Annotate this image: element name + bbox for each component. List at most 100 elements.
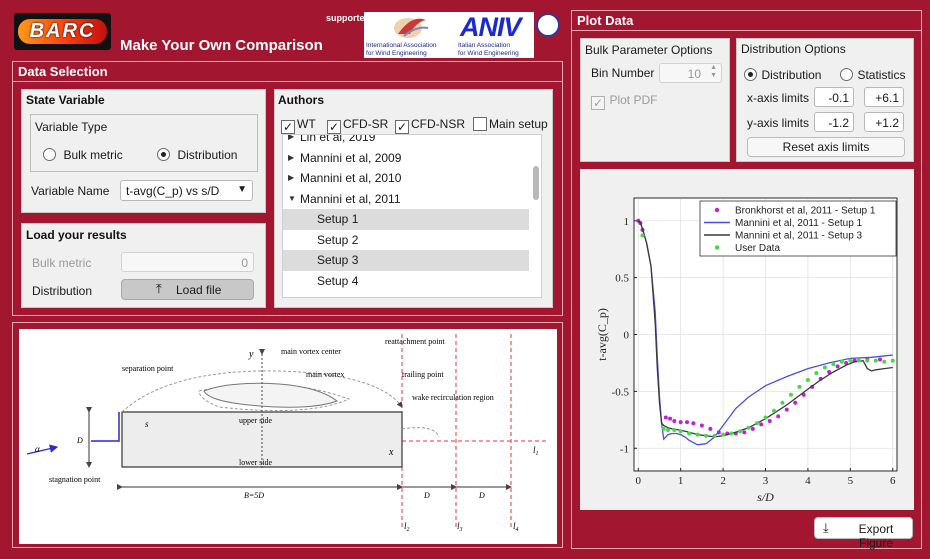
distribution-radio-plot[interactable]: Distribution — [744, 66, 821, 84]
reset-axis-limits-label: Reset axis limits — [782, 140, 870, 154]
tree-author-item[interactable]: ▶ Lin et al, 2019 — [283, 134, 529, 148]
series-point-0 — [668, 416, 673, 421]
distribution-radio-plot-button[interactable] — [744, 68, 757, 81]
tree-setup-item[interactable]: Setup 1 — [283, 209, 529, 230]
variable-name-dropdown[interactable]: t-avg(C_p) vs s/D ▼ — [120, 180, 253, 201]
series-point-0 — [691, 421, 696, 426]
bin-number-stepper[interactable]: 10 ▲ ▼ — [659, 63, 722, 83]
author-filter-cfd-sr[interactable]: ✓ CFD-SR — [327, 115, 388, 134]
plot-pdf-checkbox[interactable]: ✓ Plot PDF — [591, 91, 657, 110]
bin-number-value: 10 — [687, 67, 701, 81]
checkbox-box[interactable] — [473, 117, 487, 131]
author-filter-wt[interactable]: ✓ WT — [281, 115, 316, 134]
series-point-3 — [839, 359, 844, 364]
series-point-3 — [640, 233, 645, 238]
expanded-triangle-icon[interactable]: ▼ — [288, 193, 296, 203]
tree-setup-item[interactable]: Setup 2 — [283, 230, 529, 251]
upload-icon: ⤒ — [156, 281, 162, 296]
series-point-3 — [848, 358, 853, 363]
distribution-options-title: Distribution Options — [741, 42, 846, 56]
export-figure-button[interactable]: ⤓ Export Figure — [814, 517, 913, 550]
series-point-0 — [672, 418, 677, 423]
bulk-metric-input[interactable]: 0 — [121, 252, 254, 272]
x-min-input[interactable]: -0.1 — [814, 87, 854, 107]
collapsed-triangle-icon[interactable]: ▶ — [288, 152, 295, 162]
bulk-metric-radio[interactable]: Bulk metric — [43, 146, 123, 164]
y-max-input[interactable]: +1.2 — [864, 112, 904, 132]
legend-label-2: Mannini et al, 2011 - Setup 3 — [735, 231, 863, 242]
statistics-radio-button[interactable] — [840, 68, 853, 81]
legend-swatch-0 — [714, 207, 720, 213]
series-point-0 — [699, 423, 704, 428]
barc-logo: BARC — [14, 13, 111, 50]
b-dimension-label: B=5D — [244, 491, 264, 500]
d2-dimension-label: D — [478, 491, 485, 500]
x-tick-label: 3 — [763, 475, 769, 487]
y-max-value: +1.2 — [875, 116, 899, 130]
wake-recirculation-label: wake recirculation region — [412, 393, 494, 402]
stagnation-point-label: stagnation point — [49, 475, 101, 484]
statistics-radio[interactable]: Statistics — [840, 66, 905, 84]
seal-icon — [536, 13, 560, 37]
series-point-3 — [687, 431, 692, 436]
tree-setup-item[interactable]: Setup 4 — [283, 271, 529, 292]
x-max-input[interactable]: +6.1 — [864, 87, 904, 107]
tree-author-item[interactable]: ▶ Mannini et al, 2010 — [283, 168, 529, 189]
l2-label: l2 — [404, 521, 410, 533]
load-results-title: Load your results — [26, 228, 127, 242]
tree-author-item[interactable]: ▶ Mannini et al, 2009 — [283, 148, 529, 169]
distribution-options-panel: Distribution Options Distribution Statis… — [736, 38, 914, 162]
plot-data-panel: Plot Data — [571, 10, 922, 549]
aniv-logo-text: ANIV — [460, 12, 522, 42]
x-min-value: -0.1 — [828, 91, 849, 105]
author-filter-main-setup[interactable]: Main setup — [473, 115, 548, 133]
checkbox-box[interactable]: ✓ — [327, 120, 341, 134]
y-min-input[interactable]: -1.2 — [814, 112, 854, 132]
reset-axis-limits-button[interactable]: Reset axis limits — [747, 137, 905, 157]
checkbox-box[interactable]: ✓ — [281, 120, 295, 134]
x-tick-label: 0 — [635, 475, 641, 487]
bulk-metric-radio-label: Bulk metric — [63, 148, 123, 162]
series-point-3 — [712, 433, 717, 438]
barc-logo-text: BARC — [29, 20, 96, 42]
tree-author-item[interactable]: ▼ Mannini et al, 2011 — [283, 189, 529, 210]
distribution-radio-label: Distribution — [177, 148, 238, 162]
tree-item-label: Setup 3 — [317, 253, 359, 267]
collapsed-triangle-icon[interactable]: ▶ — [288, 134, 295, 141]
bulk-metric-radio-button[interactable] — [43, 148, 56, 161]
distribution-radio-plot-label: Distribution — [761, 68, 822, 82]
checkbox-box[interactable]: ✓ — [395, 120, 409, 134]
stepper-arrows-icon[interactable]: ▲ ▼ — [710, 64, 717, 79]
series-point-3 — [746, 425, 751, 430]
reference-lines — [401, 334, 549, 529]
distribution-radio-button[interactable] — [157, 148, 170, 161]
series-point-0 — [835, 364, 840, 369]
aniv-line2: for Wind Engineering — [458, 50, 519, 57]
chevron-down-icon: ▼ — [237, 184, 247, 195]
x-axis-label: x — [388, 447, 394, 458]
x-max-value: +6.1 — [875, 91, 899, 105]
tree-scrollbar-thumb[interactable] — [533, 166, 539, 200]
plot-pdf-checkbox-box[interactable]: ✓ — [591, 96, 605, 110]
supported-by-label: supported by — [326, 13, 384, 23]
series-point-0 — [793, 400, 798, 405]
load-file-button[interactable]: ⤒ Load file — [121, 279, 254, 300]
tree-item-label: Setup 1 — [317, 212, 359, 226]
authors-tree[interactable]: ▶ Lin et al, 2019 ▶ Mannini et al, 2009 ▶ Man… — [282, 134, 542, 298]
series-point-0 — [708, 426, 713, 431]
tree-setup-item[interactable]: Setup 3 — [283, 250, 529, 271]
separation-point-label: separation point — [122, 364, 174, 373]
main-vortex-center-label: main vortex center — [281, 347, 341, 356]
distribution-radio[interactable]: Distribution — [157, 146, 237, 164]
data-selection-title-bar: Data Selection — [13, 62, 562, 82]
statistics-radio-label: Statistics — [857, 68, 906, 82]
series-point-3 — [831, 362, 836, 367]
series-line-1 — [637, 220, 893, 446]
tree-item-label: Mannini et al, 2009 — [300, 150, 402, 165]
x-axis-limits-label: x-axis limits — [747, 91, 809, 105]
author-filter-cfd-nsr[interactable]: ✓ CFD-NSR — [395, 115, 465, 134]
series-point-0 — [776, 414, 781, 419]
collapsed-triangle-icon[interactable]: ▶ — [288, 173, 295, 182]
aniv-line1: Italian Association — [458, 42, 511, 49]
plot-pdf-label: Plot PDF — [609, 93, 658, 107]
